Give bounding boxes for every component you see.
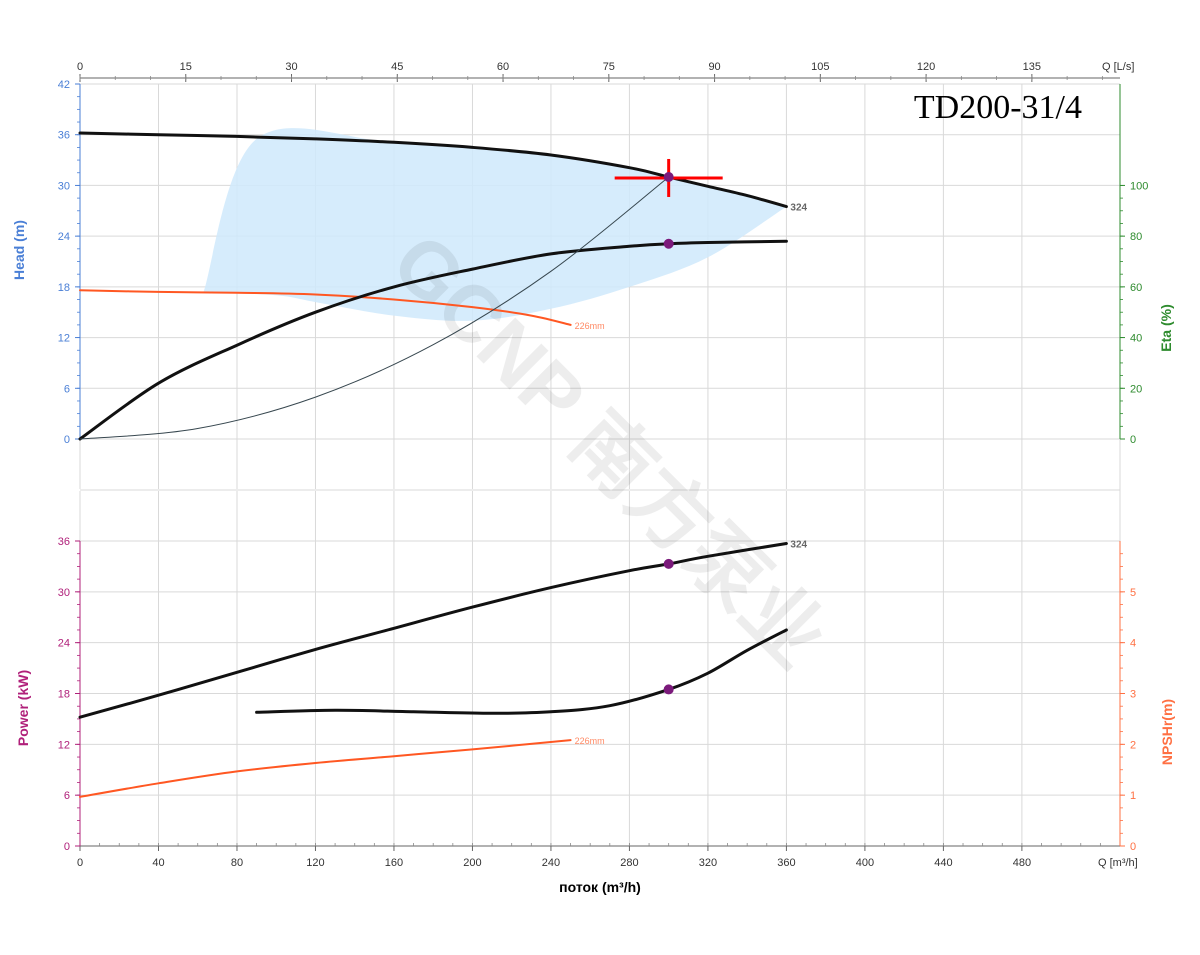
operating-range-region bbox=[203, 128, 787, 321]
top-axis-tick-label: 0 bbox=[77, 61, 83, 73]
bottom-axis-tick-label: 0 bbox=[77, 857, 83, 869]
efficiency-curve bbox=[78, 239, 788, 441]
npshr-operating-marker bbox=[663, 684, 674, 695]
eta-axis-tick-label: 40 bbox=[1130, 333, 1142, 345]
top-axis-tick-label: 45 bbox=[391, 61, 403, 73]
head-axis-label: Head (m) bbox=[11, 220, 27, 280]
bottom-axis-tick-label: 280 bbox=[620, 857, 638, 869]
power-axis-tick-label: 24 bbox=[58, 638, 70, 650]
npsh-axis-tick-label: 3 bbox=[1130, 689, 1136, 701]
eta-axis-tick-label: 20 bbox=[1130, 383, 1142, 395]
head-axis-tick-label: 36 bbox=[58, 130, 70, 142]
top-axis-tick-label: 120 bbox=[917, 61, 935, 73]
npsh-axis-label: NPSHr(m) bbox=[1159, 699, 1175, 765]
eta-axis-tick-label: 100 bbox=[1130, 180, 1148, 192]
bottom-axis-tick-label: 80 bbox=[231, 857, 243, 869]
bottom-axis-tick-label: 360 bbox=[777, 857, 795, 869]
eta-axis-label: Eta (%) bbox=[1158, 304, 1174, 351]
top-axis-unit-label: Q [L/s] bbox=[1102, 61, 1134, 73]
eta-axis-tick-label: 60 bbox=[1130, 282, 1142, 294]
npsh-axis-tick-label: 0 bbox=[1130, 841, 1136, 853]
bottom-axis-tick-label: 240 bbox=[542, 857, 560, 869]
npshr-curve bbox=[255, 628, 788, 715]
head-axis-tick-label: 18 bbox=[58, 282, 70, 294]
bottom-axis-tick-label: 440 bbox=[934, 857, 952, 869]
npsh-axis-tick-label: 2 bbox=[1130, 739, 1136, 751]
bottom-axis-tick-label: 160 bbox=[385, 857, 403, 869]
power-curve-324 bbox=[78, 542, 788, 719]
head-curve-324 bbox=[78, 131, 788, 209]
top-axis-tick-label: 105 bbox=[811, 61, 829, 73]
eta-axis-tick-label: 0 bbox=[1130, 434, 1136, 446]
bottom-axis-tick-label: 200 bbox=[463, 857, 481, 869]
x-axis-title: поток (m³/h) bbox=[559, 879, 641, 895]
head-axis-tick-label: 12 bbox=[58, 333, 70, 345]
curve-end-label: 324 bbox=[790, 540, 807, 551]
efficiency-operating-marker bbox=[663, 238, 674, 249]
bottom-axis-tick-label: 400 bbox=[856, 857, 874, 869]
top-axis-tick-label: 90 bbox=[708, 61, 720, 73]
bottom-axis-unit-label: Q [m³/h] bbox=[1098, 857, 1138, 869]
npsh-axis-tick-label: 4 bbox=[1130, 638, 1136, 650]
top-axis-tick-label: 60 bbox=[497, 61, 509, 73]
power-curve-226mm bbox=[79, 739, 572, 798]
bottom-axis-tick-label: 480 bbox=[1013, 857, 1031, 869]
power-axis-tick-label: 6 bbox=[64, 790, 70, 802]
markers bbox=[614, 158, 723, 695]
npsh-axis-tick-label: 1 bbox=[1130, 790, 1136, 802]
bottom-axis-tick-label: 120 bbox=[306, 857, 324, 869]
curve-end-label: 226mm bbox=[575, 736, 605, 746]
power-axis-tick-label: 36 bbox=[58, 536, 70, 548]
bottom-axis-tick-label: 320 bbox=[699, 857, 717, 869]
operating-range-area bbox=[203, 128, 787, 321]
head-axis-tick-label: 42 bbox=[58, 79, 70, 91]
curve-end-label: 324 bbox=[790, 203, 807, 214]
power-axis-label: Power (kW) bbox=[15, 670, 31, 746]
power-axis-tick-label: 18 bbox=[58, 689, 70, 701]
head-axis-tick-label: 30 bbox=[58, 180, 70, 192]
head-axis-tick-label: 6 bbox=[64, 383, 70, 395]
power-axis-tick-label: 0 bbox=[64, 841, 70, 853]
system-curve bbox=[79, 176, 670, 440]
power-operating-marker bbox=[663, 558, 674, 569]
head-axis-tick-label: 0 bbox=[64, 434, 70, 446]
bottom-axis-tick-label: 40 bbox=[152, 857, 164, 869]
power-axis-tick-label: 30 bbox=[58, 587, 70, 599]
eta-axis-tick-label: 80 bbox=[1130, 231, 1142, 243]
top-axis-tick-label: 30 bbox=[285, 61, 297, 73]
top-axis-tick-label: 135 bbox=[1023, 61, 1041, 73]
curves: 324 226mm 324 226mm bbox=[78, 131, 808, 798]
npsh-axis-tick-label: 5 bbox=[1130, 587, 1136, 599]
head-curve-226mm bbox=[79, 289, 572, 326]
operating-point-dot bbox=[663, 171, 674, 182]
power-axis-tick-label: 12 bbox=[58, 739, 70, 751]
head-axis-tick-label: 24 bbox=[58, 231, 70, 243]
top-axis-tick-label: 15 bbox=[180, 61, 192, 73]
model-title: TD200-31/4 bbox=[914, 89, 1082, 126]
curve-end-label: 226mm bbox=[575, 321, 605, 331]
top-axis-tick-label: 75 bbox=[603, 61, 615, 73]
